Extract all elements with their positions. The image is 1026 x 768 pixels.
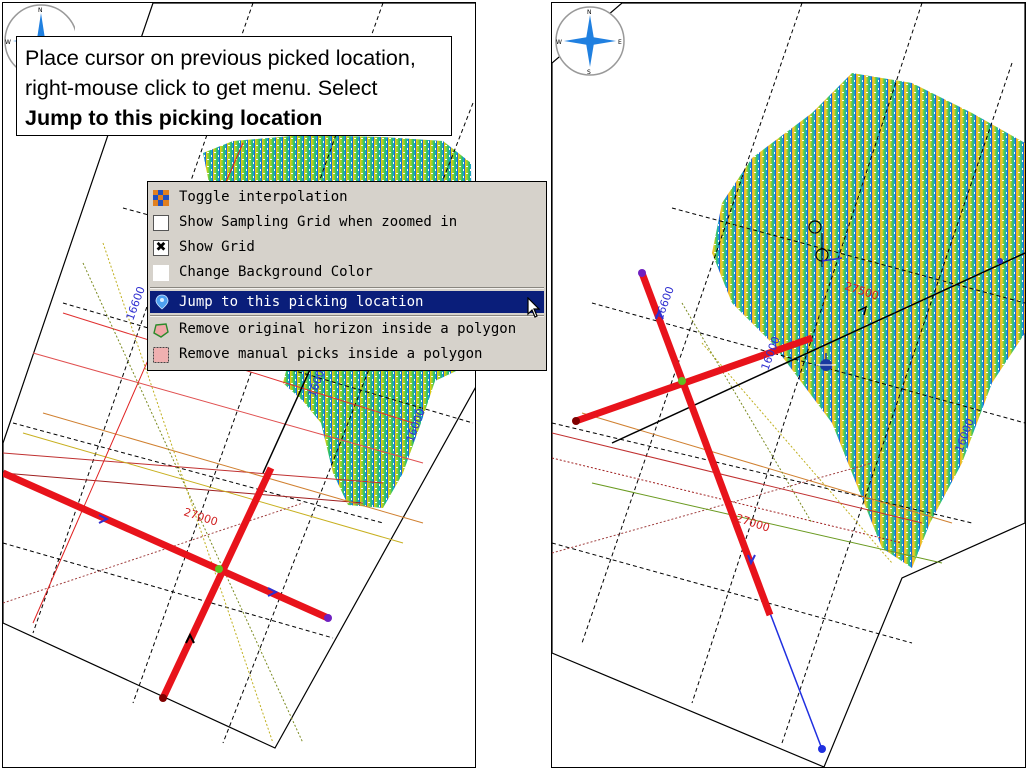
callout-line-1: Place cursor on previous picked location… [25, 46, 416, 70]
menu-item-jump-to-picking-location[interactable]: Jump to this picking location [150, 291, 544, 313]
mouse-cursor-icon [527, 297, 541, 318]
checkbox-checked-icon[interactable]: ✖ [153, 240, 169, 256]
svg-text:N: N [587, 9, 592, 16]
svg-text:E: E [618, 39, 622, 46]
callout-line-3: Jump to this picking location [25, 106, 323, 130]
svg-text:W: W [5, 39, 11, 46]
menu-item-toggle-interpolation[interactable]: Toggle interpolation [148, 185, 546, 210]
menu-item-change-background-color[interactable]: Change Background Color [148, 260, 546, 285]
seismic-traces [3, 142, 424, 744]
checkbox-unchecked-icon[interactable] [153, 215, 169, 231]
interpolation-icon [153, 190, 169, 206]
picked-lines [572, 269, 868, 753]
left-label-inline-top: 16600 [124, 285, 148, 322]
svg-text:W: W [556, 39, 562, 46]
menu-item-remove-original-horizon[interactable]: Remove original horizon inside a polygon [148, 317, 546, 342]
right-map-view[interactable]: 16600 16000 16000 27000 27500 N S W E [551, 2, 1026, 768]
menu-separator [150, 315, 544, 317]
horizon-attribute-map [712, 73, 1025, 568]
instruction-callout: Place cursor on previous picked location… [16, 36, 452, 136]
color-swatch-icon [153, 265, 169, 281]
callout-line-2: right-mouse click to get menu. Select [25, 76, 378, 100]
menu-item-show-sampling-grid[interactable]: Show Sampling Grid when zoomed in [148, 210, 546, 235]
picked-lines [3, 466, 332, 702]
polygon-remove-picks-icon [153, 347, 169, 363]
svg-text:N: N [38, 7, 43, 14]
right-map-canvas[interactable]: 16600 16000 16000 27000 27500 [552, 3, 1025, 767]
context-menu: Toggle interpolation Show Sampling Grid … [147, 181, 547, 371]
pick-markers [808, 220, 1003, 371]
menu-separator [150, 287, 544, 289]
menu-item-remove-manual-picks[interactable]: Remove manual picks inside a polygon [148, 342, 546, 367]
svg-text:S: S [587, 69, 591, 76]
left-label-crossline: 27000 [182, 505, 219, 528]
compass-rose-icon: N S W E [555, 6, 625, 76]
jump-location-icon [155, 294, 169, 310]
menu-item-show-grid[interactable]: ✖ Show Grid [148, 235, 546, 260]
dashed-grid [552, 3, 1025, 744]
polygon-remove-horizon-icon [153, 323, 169, 338]
